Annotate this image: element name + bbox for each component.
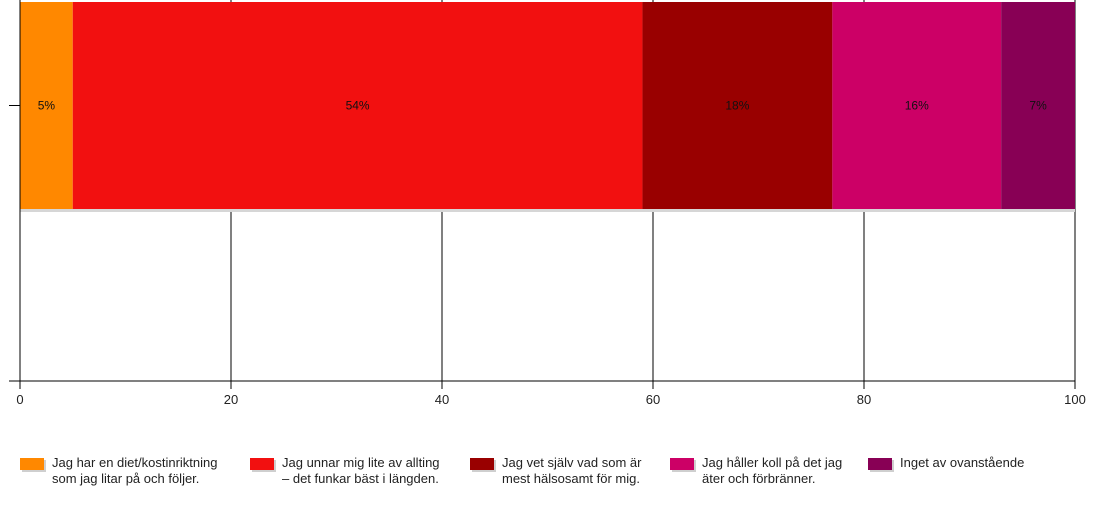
axes <box>9 0 1075 382</box>
legend-swatch <box>470 458 494 470</box>
x-tick-label: 0 <box>16 392 23 407</box>
legend-label: Jag har en diet/kostinriktning som jag l… <box>52 455 218 486</box>
legend-label: Inget av ovanstående <box>900 455 1025 470</box>
x-tick-label: 40 <box>435 392 449 407</box>
x-tick-label: 80 <box>857 392 871 407</box>
bar-segment-3 <box>642 2 833 209</box>
segment-label-4: 16% <box>905 99 929 113</box>
x-tick-label: 20 <box>224 392 238 407</box>
legend-item-1: Jag har en diet/kostinriktning som jag l… <box>20 455 217 487</box>
legend: Jag har en diet/kostinriktning som jag l… <box>20 455 1080 505</box>
bar-segment-4 <box>832 2 1002 209</box>
legend-swatch <box>20 458 44 470</box>
segment-label-3: 18% <box>725 99 749 113</box>
legend-label: Jag vet själv vad som är mest hälsosamt … <box>502 455 642 486</box>
bar-segments <box>20 2 1075 212</box>
legend-item-4: Jag håller koll på det jag äter och förb… <box>670 455 842 487</box>
stacked-bar-chart: 5% 54% 18% 16% 7% 0 20 40 60 80 100 <box>9 0 1086 407</box>
segment-label-2: 54% <box>346 99 370 113</box>
legend-swatch <box>250 458 274 470</box>
segment-label-5: 7% <box>1029 99 1047 113</box>
legend-swatch <box>670 458 694 470</box>
x-tick-label: 60 <box>646 392 660 407</box>
legend-label: Jag håller koll på det jag äter och förb… <box>702 455 843 486</box>
legend-swatch <box>868 458 892 470</box>
bar-segment-1 <box>20 2 73 209</box>
bar-segment-2 <box>72 2 643 209</box>
bar-shadow <box>20 209 1075 212</box>
legend-item-5: Inget av ovanstående <box>868 455 1024 471</box>
legend-item-3: Jag vet själv vad som är mest hälsosamt … <box>470 455 641 487</box>
x-axis-ticks: 0 20 40 60 80 100 <box>16 381 1086 407</box>
x-tick-label: 100 <box>1064 392 1086 407</box>
legend-label: Jag unnar mig lite av allting – det funk… <box>282 455 440 486</box>
segment-labels: 5% 54% 18% 16% 7% <box>38 99 1047 113</box>
bar-segment-5 <box>1001 2 1075 209</box>
legend-item-2: Jag unnar mig lite av allting – det funk… <box>250 455 440 487</box>
segment-label-1: 5% <box>38 99 56 113</box>
